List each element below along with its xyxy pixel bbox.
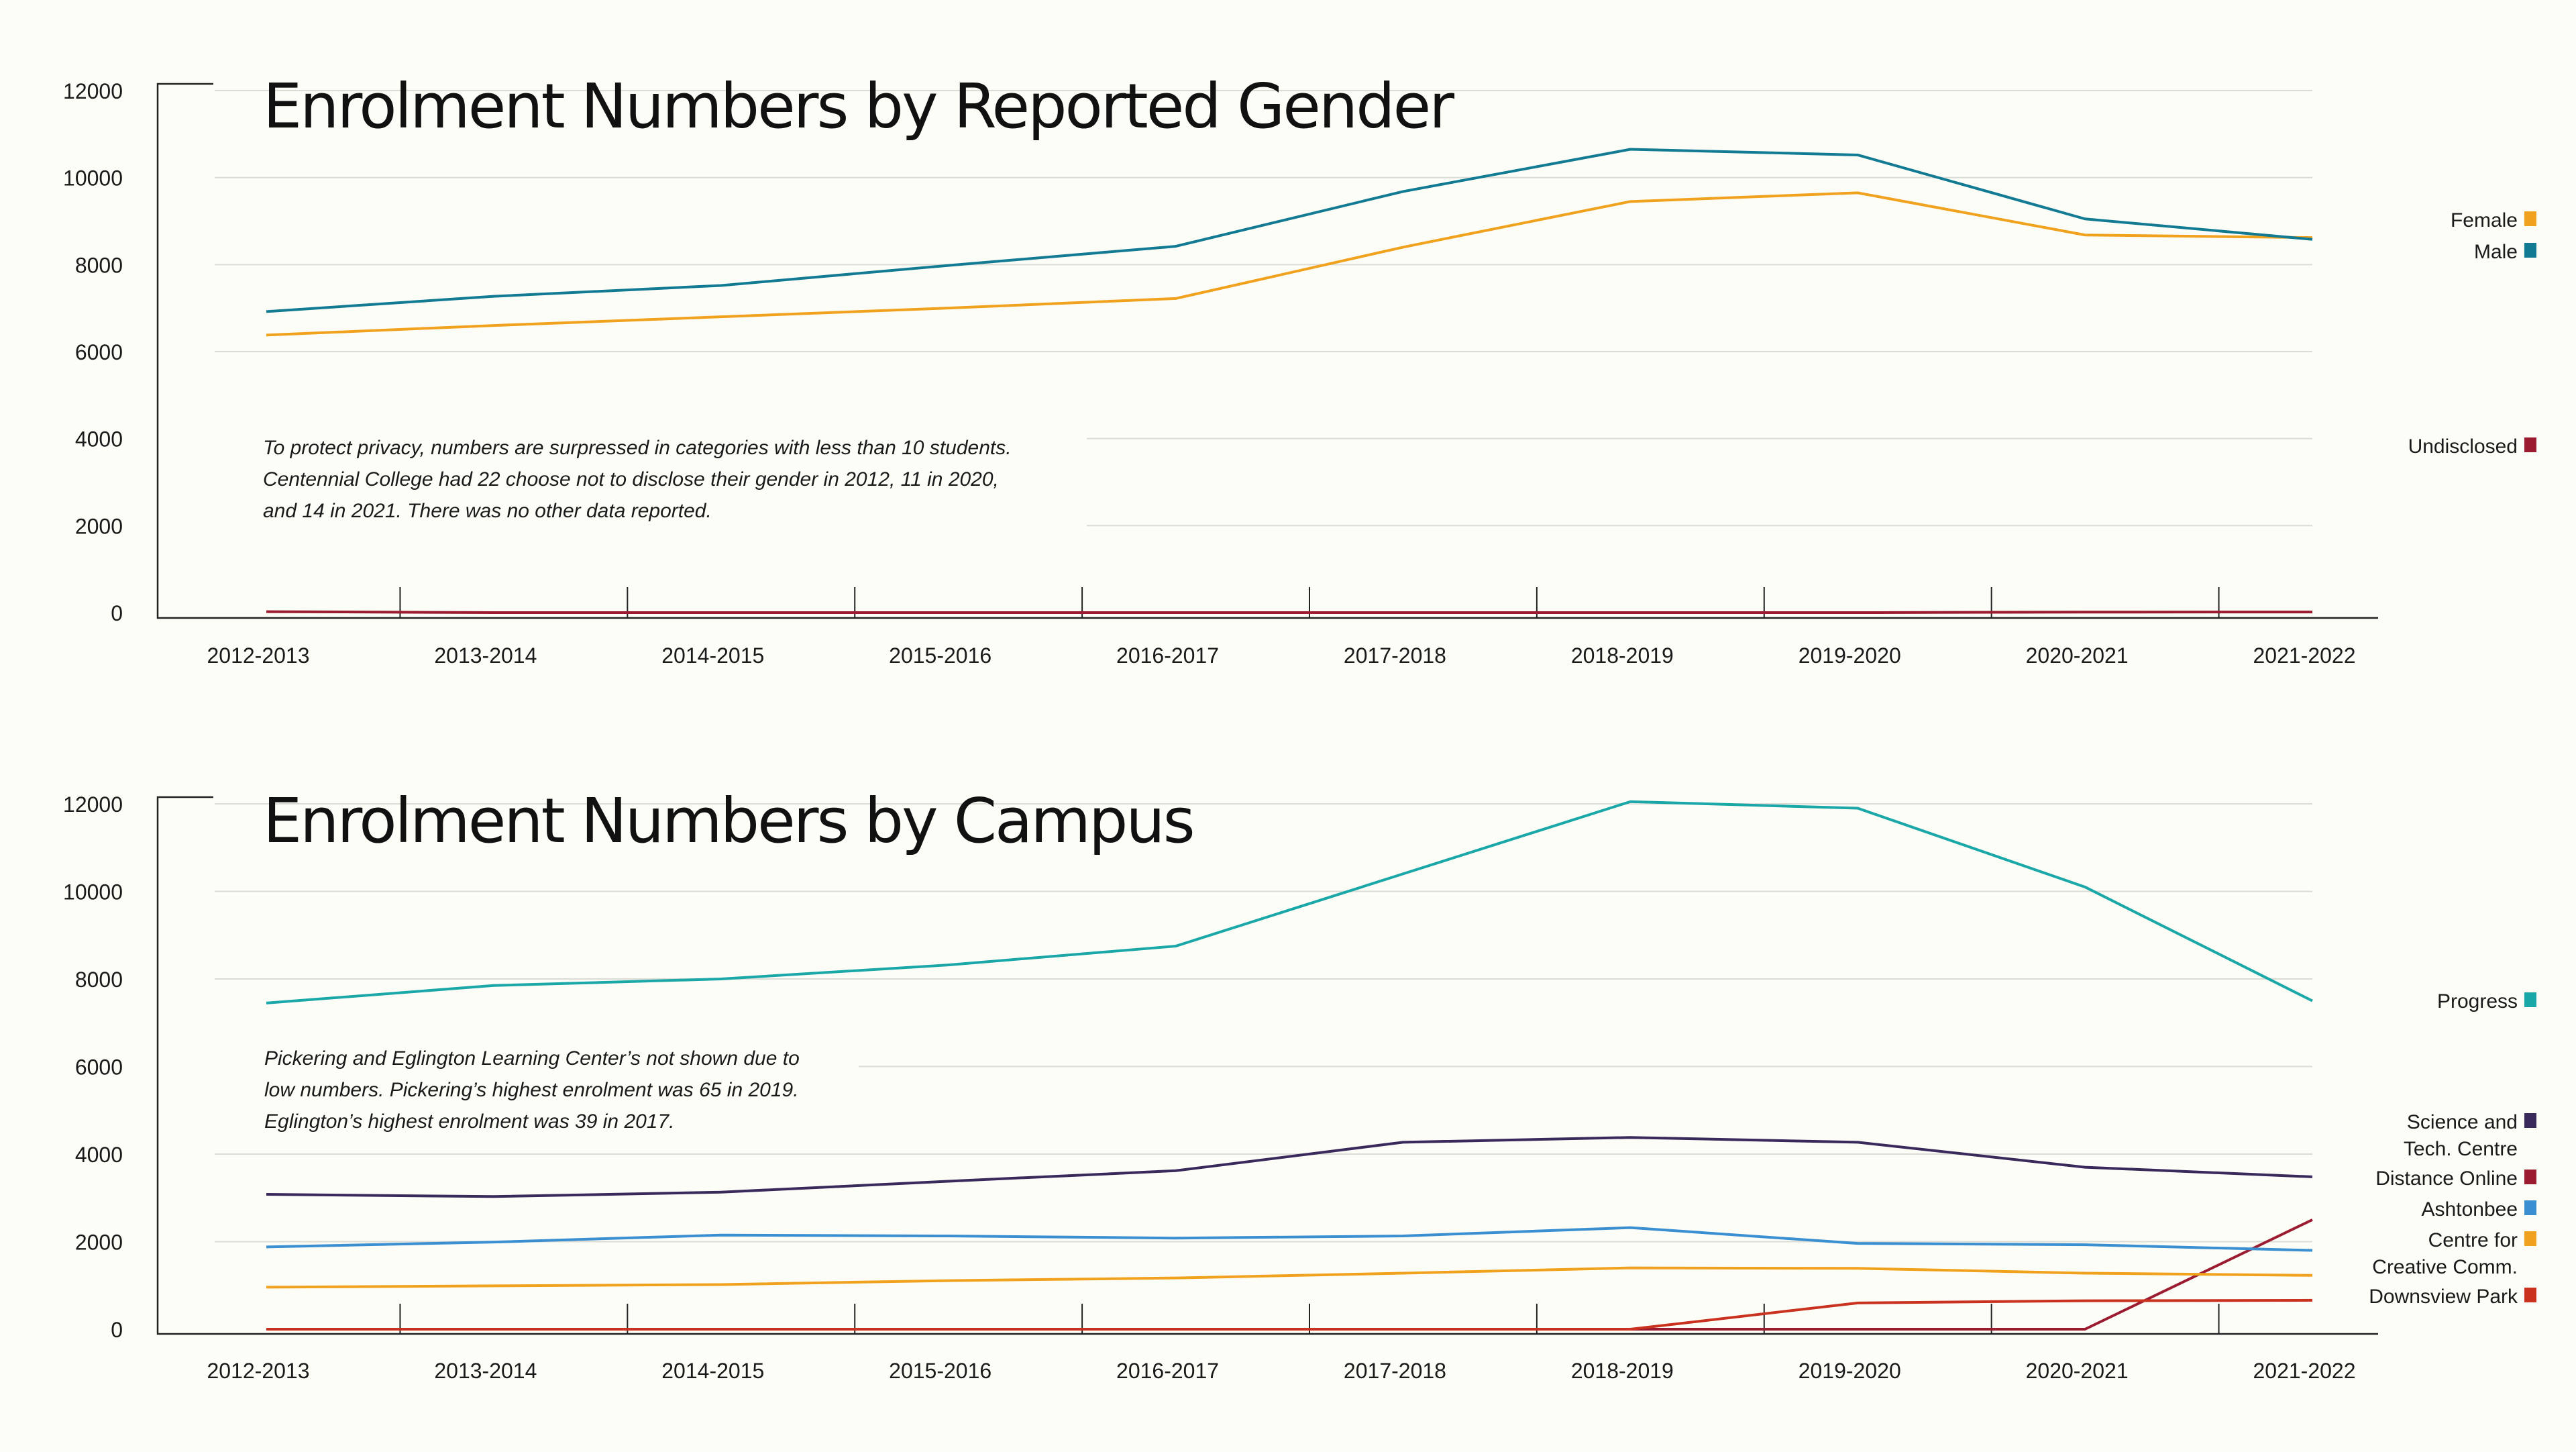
y-tick-label: 2000 <box>75 514 123 538</box>
x-tick-label: 2014-2015 <box>661 1359 764 1383</box>
x-tick-label: 2013-2014 <box>434 1359 537 1383</box>
y-tick-label: 8000 <box>75 253 123 277</box>
x-tick-label: 2020-2021 <box>2026 643 2129 668</box>
y-tick-label: 12000 <box>63 79 123 103</box>
legend-swatch <box>2524 437 2536 452</box>
chart-gender: To protect privacy, numbers are surpress… <box>63 70 2536 668</box>
chart-campus: Pickering and Eglington Learning Center’… <box>63 785 2536 1383</box>
x-tick-label: 2016-2017 <box>1116 1359 1219 1383</box>
y-tick-label: 0 <box>111 601 123 625</box>
x-tick-label: 2018-2019 <box>1571 643 1674 668</box>
legend-label: Female <box>2451 209 2518 231</box>
y-tick-label: 4000 <box>75 1143 123 1167</box>
chart-axes <box>156 796 2378 1335</box>
x-tick-label: 2019-2020 <box>1799 1359 1901 1383</box>
series-line-science-and-tech-centre <box>266 1136 2313 1198</box>
series-line-undisclosed <box>266 610 2313 614</box>
x-tick-label: 2020-2021 <box>2026 1359 2129 1383</box>
legend-label: Undisclosed <box>2408 435 2518 458</box>
x-tick-label: 2012-2013 <box>207 643 309 668</box>
y-tick-label: 4000 <box>75 427 123 452</box>
note-line: and 14 in 2021. There was no other data … <box>263 500 712 522</box>
chart-title: Enrolment Numbers by Campus <box>263 785 1193 857</box>
note-line: Eglington’s highest enrolment was 39 in … <box>264 1110 675 1133</box>
y-tick-label: 6000 <box>75 340 123 364</box>
y-tick-label: 6000 <box>75 1055 123 1080</box>
series-line-female <box>266 191 2313 337</box>
legend-swatch <box>2524 211 2536 226</box>
legend-swatch <box>2524 1231 2536 1246</box>
legend-label: Centre for <box>2428 1229 2518 1251</box>
legend-label: Science and <box>2407 1111 2518 1133</box>
legend-label: Tech. Centre <box>2404 1138 2518 1160</box>
x-tick-label: 2021-2022 <box>2253 643 2355 668</box>
note-line: low numbers. Pickering’s highest enrolme… <box>264 1079 799 1101</box>
note-line: Pickering and Eglington Learning Center’… <box>264 1047 800 1070</box>
x-tick-label: 2012-2013 <box>207 1359 309 1383</box>
x-tick-label: 2013-2014 <box>434 643 537 668</box>
y-tick-label: 10000 <box>63 880 123 904</box>
note-background <box>215 1033 859 1141</box>
chart-title: Enrolment Numbers by Reported Gender <box>263 70 1454 142</box>
series-line-ashtonbee <box>266 1226 2313 1252</box>
x-tick-label: 2021-2022 <box>2253 1359 2355 1383</box>
note-background <box>215 423 1087 530</box>
legend-swatch <box>2524 1113 2536 1128</box>
x-tick-label: 2019-2020 <box>1799 643 1901 668</box>
series-line-progress <box>266 800 2313 1004</box>
y-tick-label: 10000 <box>63 166 123 191</box>
legend-label: Ashtonbee <box>2422 1198 2518 1221</box>
series-line-male <box>266 148 2313 313</box>
y-tick-label: 12000 <box>63 792 123 817</box>
x-tick-label: 2017-2018 <box>1344 643 1446 668</box>
legend-swatch <box>2524 1288 2536 1302</box>
x-tick-label: 2015-2016 <box>889 643 991 668</box>
x-tick-label: 2017-2018 <box>1344 1359 1446 1383</box>
legend-swatch <box>2524 1170 2536 1184</box>
x-tick-label: 2018-2019 <box>1571 1359 1674 1383</box>
legend-label: Progress <box>2437 990 2518 1013</box>
series-line-downsview-park <box>266 1298 2313 1331</box>
legend-swatch <box>2524 243 2536 258</box>
legend-label: Distance Online <box>2375 1168 2518 1190</box>
x-tick-label: 2016-2017 <box>1116 643 1219 668</box>
series-line-centre-for-creative-comm- <box>266 1266 2313 1289</box>
y-tick-label: 0 <box>111 1318 123 1342</box>
y-tick-label: 2000 <box>75 1231 123 1255</box>
note-line: To protect privacy, numbers are surpress… <box>263 437 1012 459</box>
legend-swatch <box>2524 1200 2536 1215</box>
legend-swatch <box>2524 992 2536 1007</box>
note-line: Centennial College had 22 choose not to … <box>263 468 999 490</box>
chart-axes <box>156 83 2378 619</box>
legend-label: Male <box>2474 241 2518 263</box>
legend-label: Creative Comm. <box>2372 1256 2518 1278</box>
legend-label: Downsview Park <box>2369 1286 2518 1308</box>
x-tick-label: 2015-2016 <box>889 1359 991 1383</box>
y-tick-label: 8000 <box>75 968 123 992</box>
x-tick-label: 2014-2015 <box>661 643 764 668</box>
